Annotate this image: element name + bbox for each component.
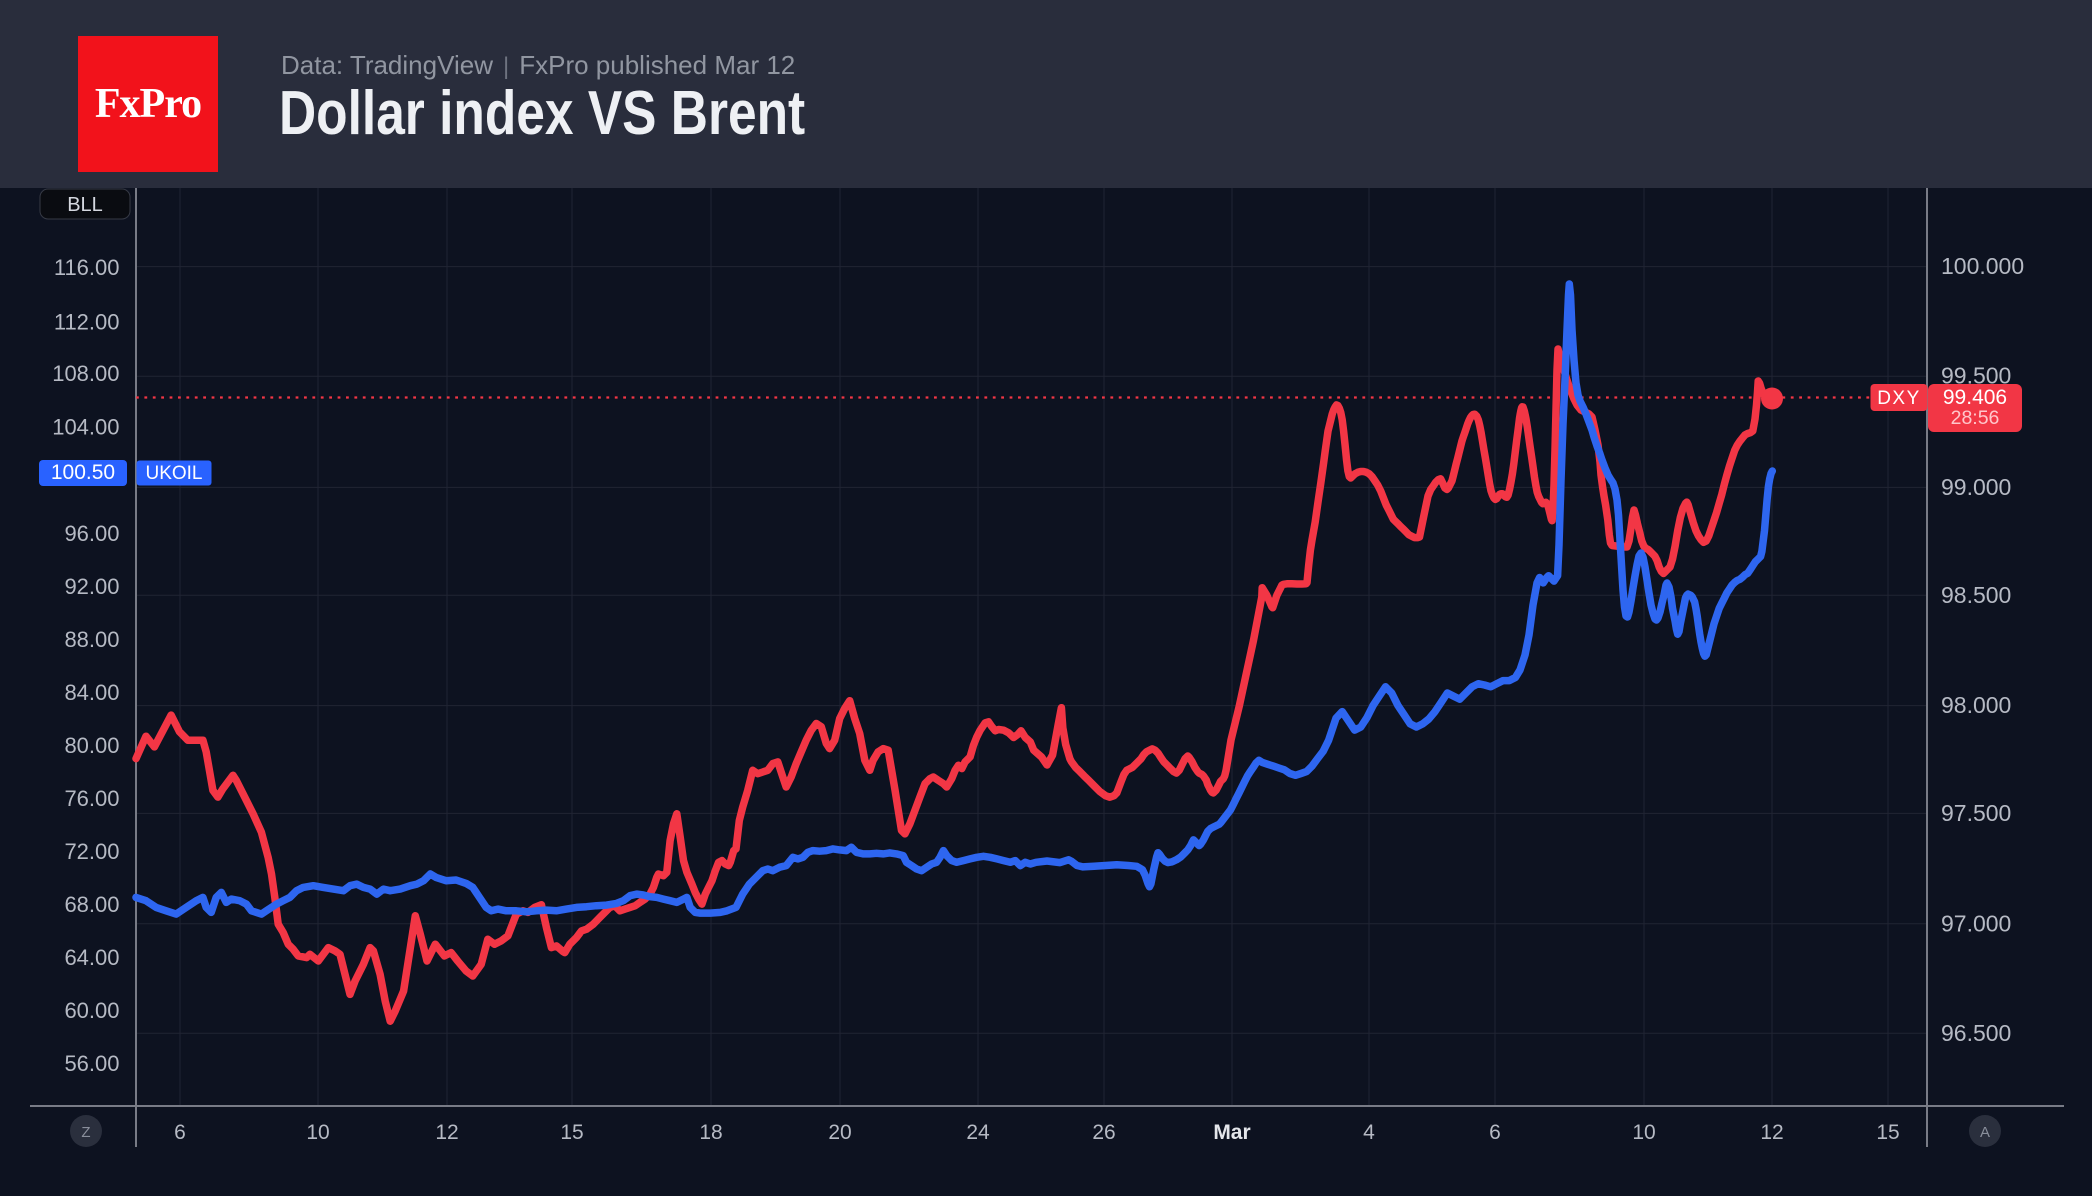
svg-text:99.406: 99.406 [1943, 386, 2007, 409]
svg-text:DXY: DXY [1877, 388, 1921, 409]
svg-text:24: 24 [966, 1121, 990, 1144]
svg-text:28:56: 28:56 [1951, 407, 2000, 429]
svg-text:96.500: 96.500 [1941, 1020, 2011, 1046]
svg-text:88.00: 88.00 [64, 627, 119, 652]
svg-text:76.00: 76.00 [64, 786, 119, 811]
svg-text:Z: Z [81, 1124, 90, 1141]
svg-text:BLL: BLL [67, 194, 103, 216]
svg-text:10: 10 [1632, 1121, 1655, 1144]
svg-text:15: 15 [560, 1121, 583, 1144]
svg-text:116.00: 116.00 [54, 255, 120, 280]
svg-text:96.00: 96.00 [64, 521, 119, 546]
svg-text:10: 10 [306, 1121, 329, 1144]
svg-text:A: A [1980, 1124, 1990, 1141]
svg-text:60.00: 60.00 [64, 998, 119, 1023]
svg-text:18: 18 [699, 1121, 722, 1144]
svg-text:4: 4 [1363, 1121, 1375, 1144]
svg-text:UKOIL: UKOIL [145, 463, 202, 484]
svg-text:100.50: 100.50 [51, 461, 115, 484]
svg-text:80.00: 80.00 [64, 733, 119, 758]
svg-text:98.500: 98.500 [1941, 582, 2011, 608]
svg-text:84.00: 84.00 [64, 680, 119, 705]
svg-text:112.00: 112.00 [54, 309, 120, 334]
svg-text:56.00: 56.00 [64, 1051, 119, 1076]
svg-text:72.00: 72.00 [64, 839, 119, 864]
svg-text:97.500: 97.500 [1941, 800, 2011, 826]
svg-text:26: 26 [1092, 1121, 1115, 1144]
svg-text:97.000: 97.000 [1941, 910, 2011, 936]
svg-text:12: 12 [435, 1121, 458, 1144]
svg-text:12: 12 [1760, 1121, 1783, 1144]
svg-text:99.000: 99.000 [1941, 474, 2011, 500]
svg-text:108.00: 108.00 [52, 361, 119, 386]
svg-text:15: 15 [1876, 1121, 1899, 1144]
svg-text:64.00: 64.00 [64, 945, 119, 970]
svg-text:92.00: 92.00 [64, 574, 119, 599]
svg-text:98.000: 98.000 [1941, 692, 2011, 718]
svg-text:100.000: 100.000 [1941, 253, 2024, 279]
svg-text:20: 20 [828, 1121, 851, 1144]
svg-text:6: 6 [1489, 1121, 1501, 1144]
svg-text:104.00: 104.00 [52, 415, 119, 440]
svg-text:68.00: 68.00 [64, 892, 119, 917]
svg-text:6: 6 [174, 1121, 186, 1144]
svg-text:Mar: Mar [1213, 1121, 1250, 1144]
